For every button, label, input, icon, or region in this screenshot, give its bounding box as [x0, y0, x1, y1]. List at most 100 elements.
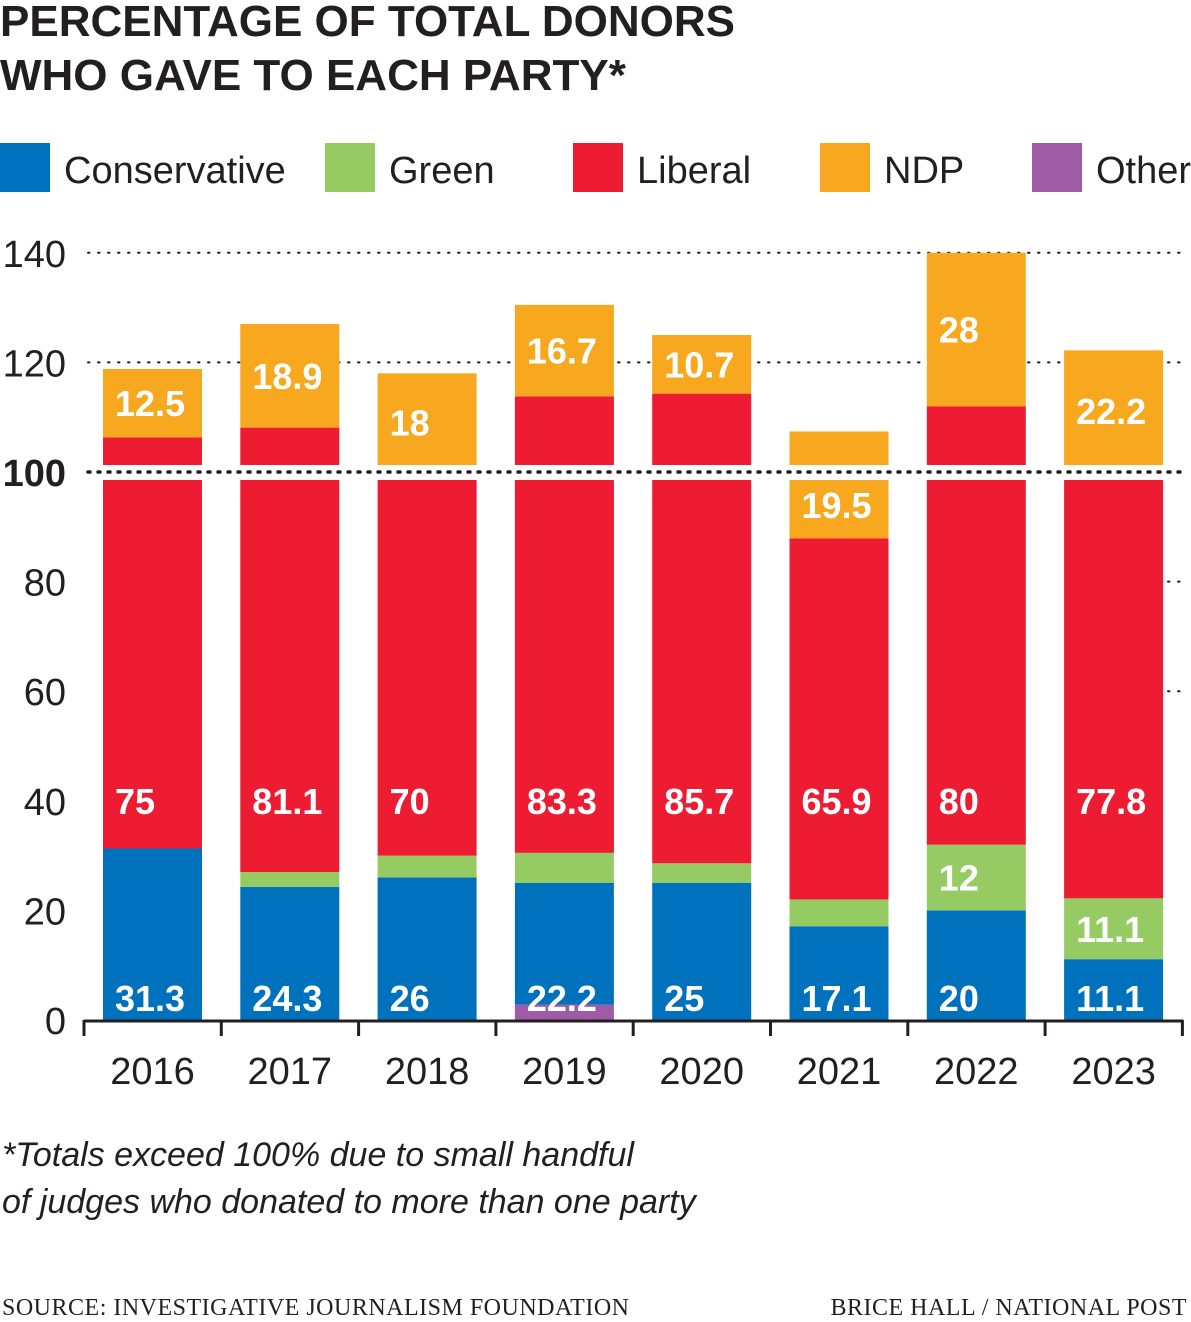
bar-2016	[103, 368, 202, 1020]
x-tick-label-2022: 2022	[934, 1051, 1019, 1093]
credit-text: BRICE HALL / NATIONAL POST	[830, 1295, 1187, 1321]
data-label-liberal-2017: 81.1	[252, 781, 322, 822]
bar-segment-conservative-2017	[240, 886, 340, 1020]
bar-segment-green-2018	[377, 855, 477, 878]
y-tick-label-60: 60	[24, 672, 66, 714]
data-label-green-2022: 12	[939, 858, 979, 899]
bar-2020	[652, 335, 752, 1020]
bar-2019	[514, 304, 614, 1020]
y-tick-label-40: 40	[24, 782, 66, 824]
data-label-liberal-2018: 70	[390, 781, 430, 822]
legend-label-green: Green	[389, 150, 495, 192]
data-label-conservative-2022: 20	[939, 978, 979, 1019]
data-label-ndp-2019: 16.7	[527, 331, 597, 372]
y-tick-label-140: 140	[3, 234, 66, 276]
data-label-liberal-2019: 83.3	[527, 781, 597, 822]
bar-segment-ndp-2017	[240, 324, 340, 428]
bar-segment-ndp-2022	[926, 252, 1026, 407]
data-label-conservative-2016: 31.3	[115, 978, 185, 1019]
data-labels: 31.3 75 12.5 24.3 81.1 18.9 26 70 18 22.2 83.3 16.7…	[115, 310, 1146, 1019]
x-tick-label-2020: 2020	[659, 1051, 744, 1093]
data-label-ndp-2016: 12.5	[115, 383, 185, 424]
chart-title-line-1: PERCENTAGE OF TOTAL DONORS	[0, 0, 735, 46]
data-label-liberal-2021: 65.9	[802, 781, 872, 822]
bar-segment-conservative-2021	[789, 926, 889, 1020]
bar-2021	[789, 431, 889, 1020]
gridlines	[87, 251, 1189, 693]
legend-label-other: Other	[1096, 150, 1191, 192]
bar-2018	[377, 373, 477, 1020]
x-tick-label-2023: 2023	[1071, 1051, 1156, 1093]
data-label-ndp-2022: 28	[939, 310, 979, 351]
bar-segment-ndp-2016	[103, 368, 202, 438]
data-label-conservative-2021: 17.1	[802, 978, 872, 1019]
data-label-conservative-2018: 26	[390, 978, 430, 1019]
bar-segment-ndp-2021	[789, 431, 889, 539]
footnote-line-1: *Totals exceed 100% due to small handful	[2, 1136, 635, 1174]
bar-segment-conservative-2019	[514, 883, 614, 1005]
y-tick-label-120: 120	[3, 343, 66, 385]
y-tick-label-100: 100	[3, 453, 66, 495]
bar-segment-ndp-2020	[652, 335, 752, 394]
legend: Conservative Green Liberal NDP Other	[0, 143, 1191, 192]
bar-segment-ndp-2018	[377, 373, 477, 472]
bar-segment-conservative-2023	[1064, 959, 1164, 1020]
x-tick-label-2018: 2018	[385, 1051, 470, 1093]
data-label-conservative-2020: 25	[664, 978, 704, 1019]
data-label-liberal-2023: 77.8	[1076, 781, 1146, 822]
legend-swatch-green	[325, 143, 375, 192]
bar-segment-green-2022	[926, 844, 1026, 911]
source-text: SOURCE: INVESTIGATIVE JOURNALISM FOUNDAT…	[2, 1295, 630, 1321]
bar-segment-other-2019	[514, 1004, 614, 1020]
break-band-2022	[925, 465, 1027, 480]
y-axis: 0 20 40 60 80 100 120 140	[3, 234, 66, 1043]
x-axis: 2016 2017 2018 2019 2020 2021 2022 2023	[82, 1019, 1184, 1093]
data-label-ndp-2018: 18	[390, 403, 430, 444]
data-label-liberal-2020: 85.7	[664, 781, 734, 822]
legend-label-liberal: Liberal	[637, 150, 751, 192]
legend-swatch-other	[1032, 143, 1082, 192]
bar-segment-conservative-2022	[926, 910, 1026, 1020]
bar-segment-liberal-2023	[1064, 472, 1164, 899]
y-tick-label-80: 80	[24, 563, 66, 605]
bar-segment-green-2017	[240, 872, 340, 887]
bar-2023	[1064, 350, 1164, 1020]
legend-swatch-conservative	[0, 143, 50, 192]
bar-2017	[240, 324, 340, 1020]
y-tick-label-20: 20	[24, 891, 66, 933]
bar-segment-liberal-2017	[240, 427, 340, 873]
bar-2022	[926, 252, 1026, 1020]
break-band-2016	[102, 465, 203, 480]
bar-segment-ndp-2019	[514, 304, 614, 397]
data-label-ndp-2021: 19.5	[802, 485, 872, 526]
break-band-2019	[513, 465, 615, 480]
break-band-2023	[1063, 465, 1165, 480]
data-label-conservative-2019: 22.2	[527, 978, 597, 1019]
legend-label-ndp: NDP	[884, 150, 964, 192]
x-tick-label-2016: 2016	[110, 1051, 195, 1093]
x-tick-label-2021: 2021	[797, 1051, 882, 1093]
bars	[103, 252, 1164, 1020]
x-tick-label-2017: 2017	[248, 1051, 333, 1093]
data-label-ndp-2017: 18.9	[252, 356, 322, 397]
bar-segment-conservative-2020	[652, 883, 752, 1020]
legend-swatch-ndp	[820, 143, 870, 192]
legend-swatch-liberal	[573, 143, 623, 192]
bar-segment-green-2020	[652, 863, 752, 883]
bar-segment-green-2021	[789, 899, 889, 927]
chart-title-line-2: WHO GAVE TO EACH PARTY*	[0, 51, 627, 100]
bar-segment-conservative-2016	[103, 848, 202, 1020]
bar-segment-liberal-2018	[377, 472, 477, 856]
break-band-2020	[651, 465, 753, 480]
legend-label-conservative: Conservative	[64, 150, 286, 192]
data-label-green-2023: 11.1	[1076, 909, 1144, 950]
footnote-line-2: of judges who donated to more than one p…	[2, 1183, 698, 1221]
bar-segment-ndp-2023	[1064, 350, 1164, 472]
data-label-ndp-2023: 22.2	[1076, 391, 1146, 432]
data-label-liberal-2022: 80	[939, 781, 979, 822]
bar-segment-conservative-2018	[377, 877, 477, 1020]
data-label-conservative-2023: 11.1	[1076, 978, 1144, 1019]
y-tick-label-0: 0	[45, 1001, 66, 1043]
data-label-ndp-2020: 10.7	[664, 344, 734, 385]
